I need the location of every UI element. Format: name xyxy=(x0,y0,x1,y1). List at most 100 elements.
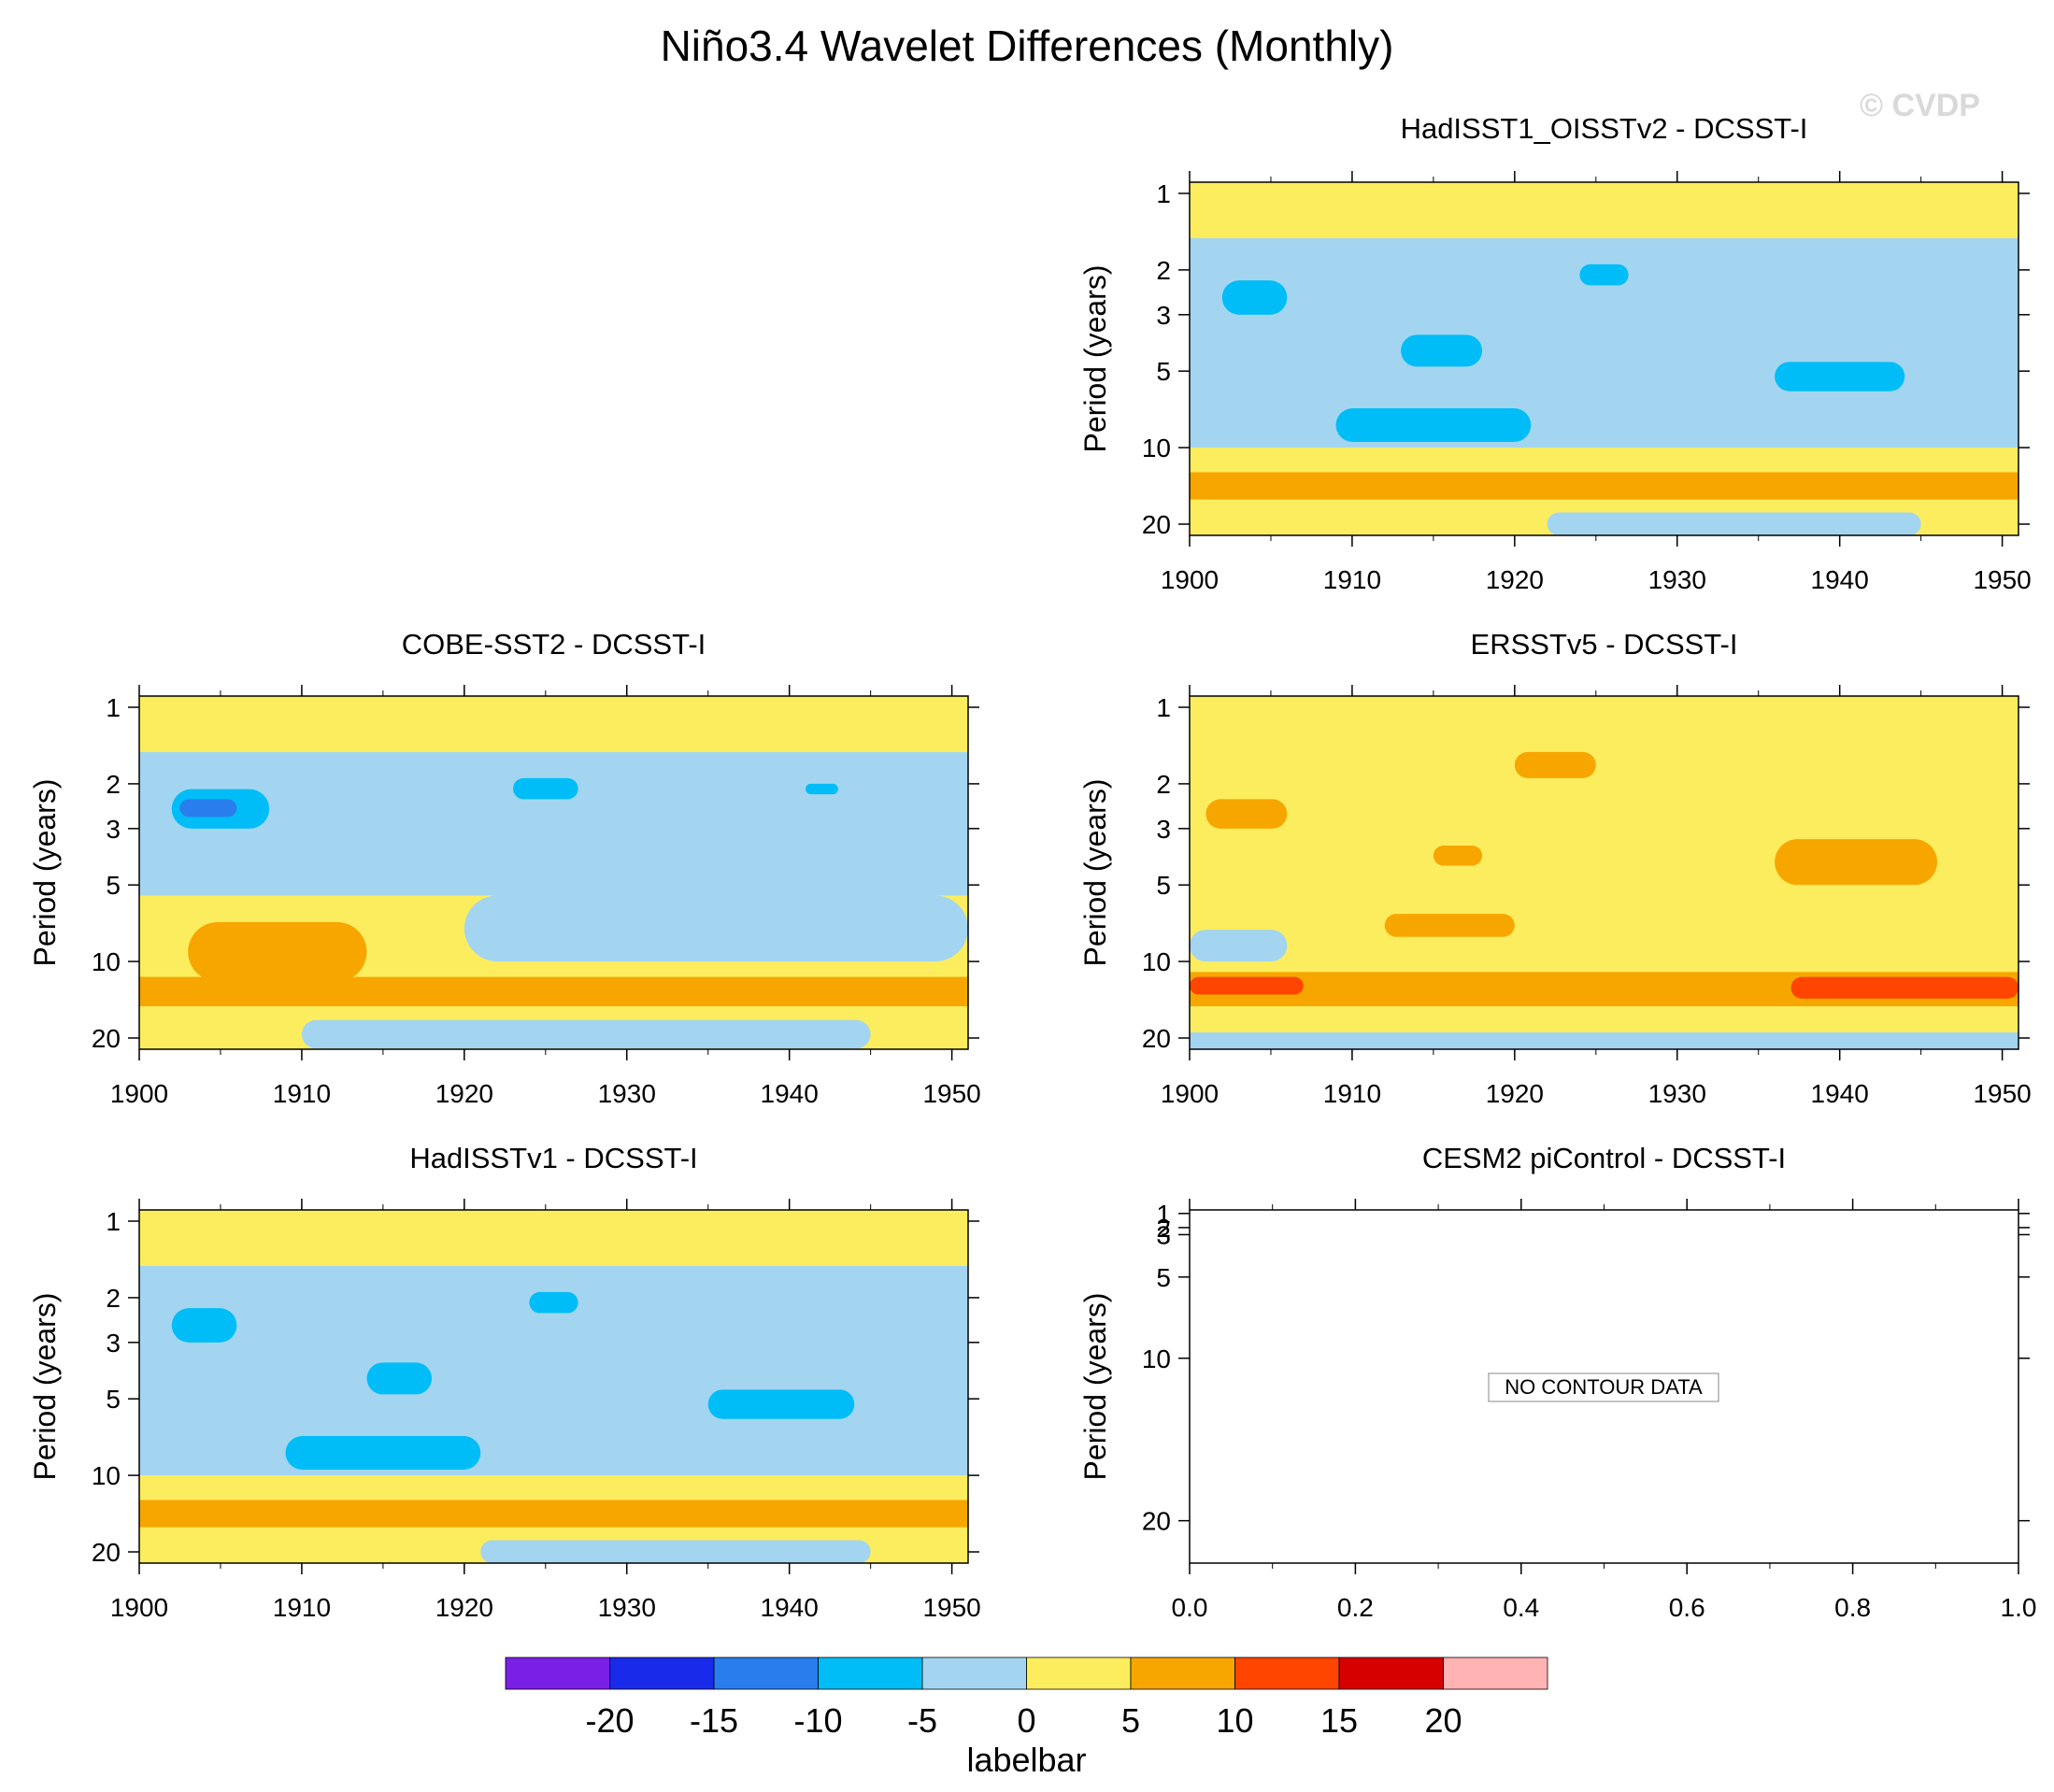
x-tick-label: 1910 xyxy=(1323,565,1381,594)
contour-region-neg_5_10 xyxy=(1401,334,1483,367)
y-tick-label: 3 xyxy=(1156,815,1171,844)
x-tick-label: 1940 xyxy=(761,1079,819,1108)
x-tick-label: 1950 xyxy=(1973,565,2031,594)
labelbar-tick-label: 5 xyxy=(1121,1701,1140,1740)
y-tick-label: 2 xyxy=(106,1284,121,1313)
labelbar-swatch-neg_5_10 xyxy=(818,1657,923,1690)
y-tick-label: 10 xyxy=(92,947,121,976)
contour-region-neg_5_10 xyxy=(1579,263,1629,286)
contour-region-neg_0_5 xyxy=(301,1019,871,1049)
contour-region-pos_5_10 xyxy=(139,976,968,1007)
x-tick-label: 1950 xyxy=(922,1593,980,1622)
contour-region-neg_5_10 xyxy=(171,1308,237,1343)
x-tick-label: 1900 xyxy=(1161,565,1219,594)
panel-title: HadISSTv1 - DCSST-I xyxy=(409,1142,697,1174)
panel-hadisst1-oisstv2: HadISST1_OISSTv2 - DCSST-I 1 2 3 5 10 20 1900 19… xyxy=(1078,112,2032,594)
contour-region-neg_5_10 xyxy=(366,1362,433,1395)
labelbar-swatch-neg_0_5 xyxy=(921,1657,1027,1690)
labelbar-tick-label: 20 xyxy=(1424,1701,1462,1740)
plot-area xyxy=(1190,182,2018,535)
no-data-box xyxy=(1488,1372,1719,1402)
x-tick-label: 1900 xyxy=(110,1079,168,1108)
y-tick-label: 20 xyxy=(1142,1024,1171,1053)
contour-region-neg_5_10 xyxy=(529,1291,578,1314)
contour-region-neg_0_5 xyxy=(139,751,968,896)
contour-region-neg_10_15 xyxy=(179,799,237,818)
labelbar-swatch-neg_20_plus xyxy=(505,1657,610,1690)
x-tick-label: 1910 xyxy=(273,1593,331,1622)
contour-region-pos_5_10 xyxy=(139,1500,968,1528)
contour-region-neg_5_10 xyxy=(707,1389,855,1419)
contour-region-neg_0_5 xyxy=(480,1540,871,1563)
labelbar-tick-label: -5 xyxy=(907,1701,937,1740)
y-tick-label: 5 xyxy=(1156,871,1171,900)
panel-title: CESM2 piControl - DCSST-I xyxy=(1422,1142,1786,1174)
contour-region-neg_5_10 xyxy=(513,777,578,800)
labelbar-tick-label: -20 xyxy=(585,1701,634,1740)
x-tick-label: 1930 xyxy=(1648,565,1706,594)
contour-region-pos_5_10 xyxy=(1190,472,2018,500)
y-tick-label: 1 xyxy=(1156,693,1171,722)
labelbar-swatch-pos_10_15 xyxy=(1234,1657,1340,1690)
contour-region-neg_5_10 xyxy=(1335,407,1532,443)
x-tick-label: 1950 xyxy=(1973,1079,2031,1108)
y-tick-label: 2 xyxy=(106,770,121,799)
labelbar-tick-label: -10 xyxy=(793,1701,842,1740)
y-tick-label: 3 xyxy=(1156,301,1171,330)
plot-area xyxy=(139,696,968,1049)
labelbar-tick-label: 0 xyxy=(1017,1701,1035,1740)
x-tick-label: 1900 xyxy=(110,1593,168,1622)
contour-region-neg_0_5 xyxy=(1547,512,1921,535)
panel-cobe-sst2: COBE-SST2 - DCSST-I 1 2 3 5 10 20 1900 1910 1920 1… xyxy=(28,628,981,1108)
plot-frame xyxy=(138,695,969,1050)
x-tick-label: 1930 xyxy=(598,1079,656,1108)
y-axis-label: Period (years) xyxy=(28,1293,62,1481)
labelbar-swatch-neg_10_15 xyxy=(713,1657,819,1690)
y-tick-label: 20 xyxy=(92,1538,121,1567)
x-tick-label: 1930 xyxy=(598,1593,656,1622)
labelbar-title: labelbar xyxy=(966,1741,1086,1779)
labelbar-swatch-neg_15_20 xyxy=(609,1657,715,1690)
contour-region-pos_10_15 xyxy=(1790,976,2018,999)
x-tick-label: 0.6 xyxy=(1669,1593,1705,1622)
contour-region-neg_0_5 xyxy=(1190,1031,2018,1049)
y-tick-label: 5 xyxy=(106,871,121,900)
y-tick-label: 3 xyxy=(106,1329,121,1358)
contour-region-pos_5_10 xyxy=(188,921,367,982)
y-tick-label: 1 xyxy=(106,1207,121,1236)
figure-title: Niño3.4 Wavelet Differences (Monthly) xyxy=(660,21,1394,70)
contour-region-neg_5_10 xyxy=(1775,362,1905,391)
no-data-label: NO CONTOUR DATA xyxy=(1505,1375,1703,1399)
contour-region-pos_5_10 xyxy=(1205,799,1288,829)
y-tick-label: 5 xyxy=(106,1385,121,1414)
y-tick-label: 5 xyxy=(1156,357,1171,386)
y-tick-label: 1 xyxy=(1156,179,1171,208)
y-axis-label: Period (years) xyxy=(1078,265,1112,453)
x-tick-label: 1.0 xyxy=(2001,1593,2037,1622)
x-tick-label: 0.4 xyxy=(1503,1593,1539,1622)
x-tick-label: 1940 xyxy=(761,1593,819,1622)
panel-ersstv5: ERSSTv5 - DCSST-I 1 2 3 5 10 20 1900 1910 1920 193… xyxy=(1078,628,2032,1108)
y-tick-label: 10 xyxy=(1142,434,1171,462)
y-axis-label: Period (years) xyxy=(1078,779,1112,967)
panel-title: HadISST1_OISSTv2 - DCSST-I xyxy=(1401,112,1808,145)
labelbar-tick-label: 15 xyxy=(1320,1701,1358,1740)
contour-region-neg_0_5 xyxy=(464,895,968,962)
y-tick-label: 20 xyxy=(92,1024,121,1053)
y-tick-label: 10 xyxy=(92,1461,121,1490)
contour-region-pos_5_10 xyxy=(1384,914,1515,937)
x-tick-label: 1950 xyxy=(922,1079,980,1108)
y-axis-label: Period (years) xyxy=(1078,1293,1112,1481)
x-tick-label: 0.8 xyxy=(1834,1593,1871,1622)
x-tick-label: 1920 xyxy=(1486,565,1544,594)
panel-title: ERSSTv5 - DCSST-I xyxy=(1471,628,1738,661)
plot-area xyxy=(139,1210,968,1563)
contour-region-neg_0_5 xyxy=(1190,930,1288,962)
labelbar-swatch-pos_20_plus xyxy=(1443,1657,1548,1690)
y-tick-label: 1 xyxy=(106,693,121,722)
y-axis-label: Period (years) xyxy=(28,779,62,967)
y-tick-label: 20 xyxy=(1142,1507,1171,1536)
y-tick-label: 3 xyxy=(106,815,121,844)
plot-frame xyxy=(1189,695,2019,1050)
